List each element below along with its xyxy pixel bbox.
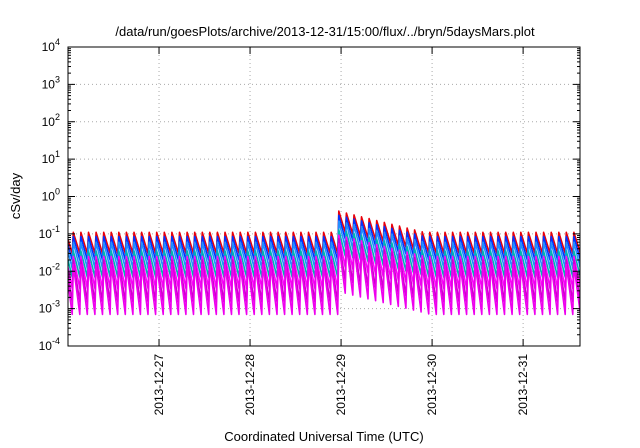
y-tick-label: 101: [42, 149, 60, 166]
x-axis: 2013-12-27 2013-12-28 2013-12-29 2013-12-30…: [152, 47, 530, 415]
series-line: [68, 210, 580, 255]
x-tick-label: 2013-12-31: [516, 354, 530, 416]
x-tick-label: 2013-12-30: [425, 354, 439, 416]
y-tick-label: 100: [42, 187, 60, 204]
series-line: [68, 214, 580, 261]
y-tick-label: 10-4: [39, 336, 60, 353]
series-line: [68, 242, 580, 316]
x-tick-label: 2013-12-27: [152, 354, 166, 416]
chart-title: /data/run/goesPlots/archive/2013-12-31/1…: [115, 24, 535, 39]
x-tick-label: 2013-12-29: [334, 354, 348, 416]
y-tick-label: 10-3: [39, 299, 60, 316]
series-group: [68, 210, 580, 316]
y-axis-label: cSv/day: [8, 172, 23, 219]
series-line: [68, 228, 580, 278]
y-tick-label: 102: [42, 112, 60, 129]
y-tick-label: 10-2: [39, 261, 60, 278]
x-axis-label: Coordinated Universal Time (UTC): [224, 429, 423, 444]
x-tick-label: 2013-12-28: [243, 354, 257, 416]
y-axis: 10-4 10-3 10-2 10-1 100 101 102 103 104: [39, 37, 580, 353]
y-tick-label: 104: [42, 37, 60, 54]
y-tick-label: 10-1: [39, 224, 60, 241]
y-tick-label: 103: [42, 74, 60, 91]
series-line: [68, 220, 580, 270]
